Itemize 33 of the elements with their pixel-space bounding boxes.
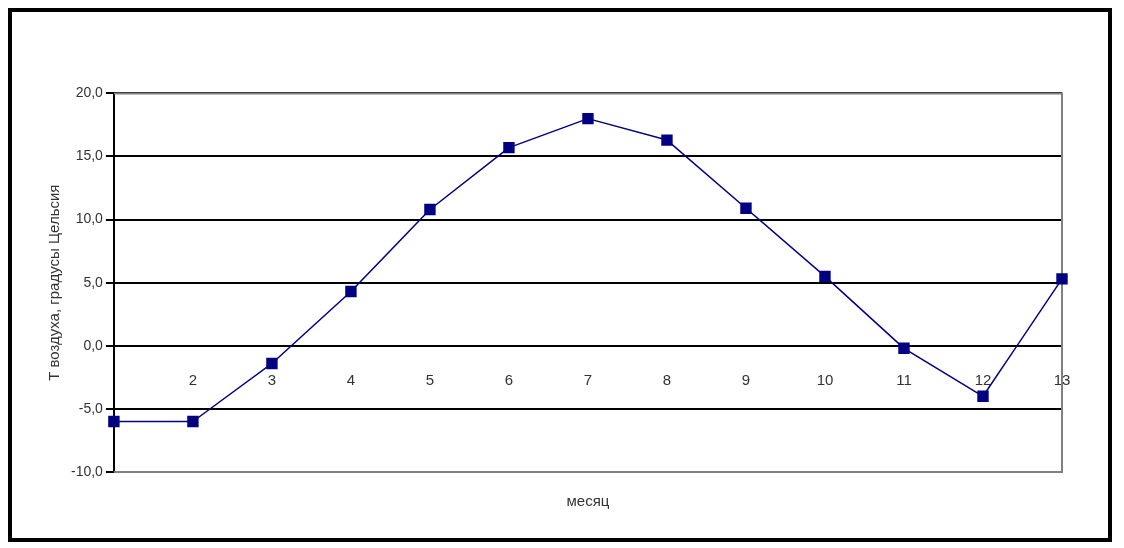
- x-tick-label: 4: [346, 370, 356, 388]
- y-tick-label: 5,0: [83, 273, 104, 290]
- y-axis-title: Т воздуха, градусы Цельсия: [45, 184, 63, 381]
- point: [187, 415, 199, 428]
- x-tick-label: 7: [583, 370, 593, 388]
- point: [1056, 273, 1068, 285]
- x-axis-title: месяц: [566, 492, 610, 510]
- point: [108, 415, 120, 428]
- x-tick-label: 10: [816, 370, 834, 388]
- point: [345, 285, 357, 298]
- y-tick-label: -5,0: [78, 399, 104, 416]
- x-tick-label: 12: [974, 370, 992, 388]
- point: [424, 203, 436, 216]
- point: [977, 390, 989, 402]
- point: [740, 202, 752, 214]
- y-tick-label: 15,0: [75, 147, 104, 164]
- x-tick-label: 9: [741, 370, 751, 388]
- point: [582, 112, 594, 125]
- point: [266, 357, 278, 370]
- y-tick-label: -10,0: [70, 462, 104, 479]
- x-tick-label: 8: [662, 370, 672, 388]
- x-tick-label: 11: [896, 370, 912, 388]
- point: [819, 270, 831, 283]
- x-tick-label: 6: [504, 370, 514, 388]
- point: [898, 342, 910, 355]
- point: [661, 134, 673, 146]
- x-tick-label: 5: [425, 370, 435, 388]
- y-tick-label: 0,0: [83, 336, 104, 353]
- x-tick-label: 3: [267, 370, 277, 388]
- point: [503, 141, 515, 154]
- y-tick-label: 20,0: [75, 84, 104, 101]
- y-tick-label: 10,0: [75, 210, 104, 227]
- x-tick-label: 2: [188, 370, 198, 388]
